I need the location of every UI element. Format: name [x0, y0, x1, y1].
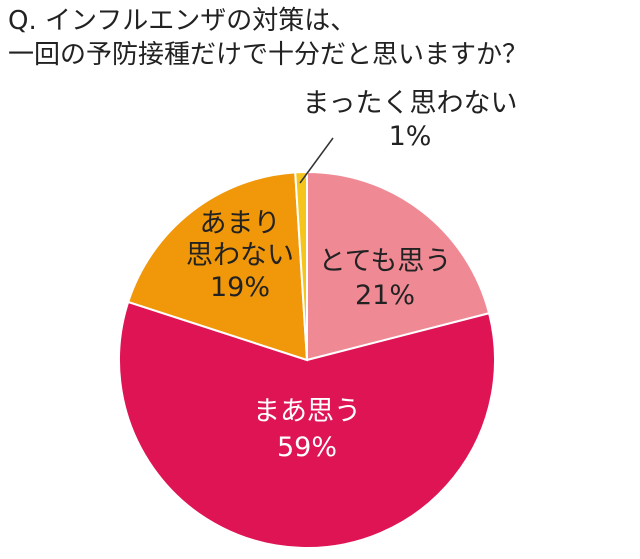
pie-slice	[306, 170, 491, 362]
slice-value-label: 1%	[389, 121, 432, 152]
slice-value-label: 59%	[277, 432, 337, 463]
slice-value-label: 19%	[210, 272, 270, 303]
question-line-2: 一回の予防接種だけで十分だと思いますか？	[8, 40, 529, 70]
slice-category-label: あまり	[200, 208, 281, 239]
slice-category-label: まあ思う	[253, 396, 361, 427]
pie-slice	[294, 170, 308, 361]
leader-line	[299, 137, 334, 184]
slice-category-label: とても思う	[319, 246, 452, 277]
chart-title: Q. インフルエンザの対策は、 一回の予防接種だけで十分だと思いますか？	[8, 4, 638, 72]
slice-category-label: まったく思わない	[303, 88, 518, 119]
slice-value-label: 21%	[355, 280, 415, 311]
pie-slice	[126, 171, 309, 362]
pie-slice	[118, 300, 496, 549]
question-line-1: Q. インフルエンザの対策は、	[8, 6, 357, 36]
slice-category-label: 思わない	[186, 240, 294, 271]
